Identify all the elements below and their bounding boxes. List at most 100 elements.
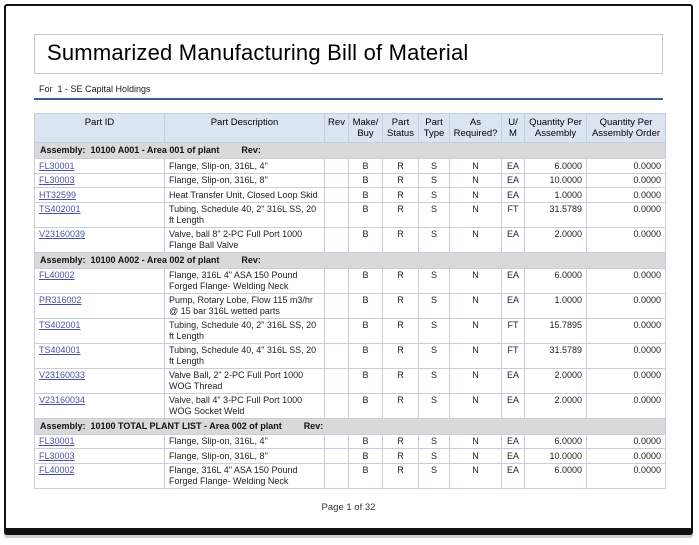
qty-per-assembly-order-cell: 0.0000 [586, 172, 666, 188]
uom-cell: EA [501, 172, 525, 188]
uom-cell: FT [501, 317, 525, 344]
part-row: FL30001 Flange, Slip-on, 316L, 4" B R S N EA 6.… [34, 433, 666, 449]
part-id-link[interactable]: TS402001 [39, 204, 81, 214]
part-type-cell: S [418, 158, 450, 174]
make-buy-cell: B [348, 342, 383, 369]
as-required-cell: N [449, 342, 502, 369]
report-page-frame: Summarized Manufacturing Bill of Materia… [4, 4, 693, 535]
part-row: TS402001 Tubing, Schedule 40, 2" 316L SS,… [34, 317, 666, 344]
table-body: Assembly: 10100 A001 - Area 001 of plant… [34, 142, 666, 489]
qty-per-assembly-order-cell: 0.0000 [586, 462, 666, 489]
rev-cell [324, 187, 349, 203]
part-id-cell: TS402001 [34, 201, 165, 228]
uom-cell: EA [501, 187, 525, 203]
qty-per-assembly-cell: 10.0000 [524, 448, 587, 464]
part-row: FL30003 Flange, Slip-on, 316L, 8" B R S N EA 10… [34, 448, 666, 464]
part-id-link[interactable]: FL30003 [39, 175, 75, 185]
uom-cell: EA [501, 267, 525, 294]
qty-per-assembly-order-cell: 0.0000 [586, 367, 666, 394]
description-cell: Tubing, Schedule 40, 4" 316L SS, 20 ft L… [164, 342, 325, 369]
part-type-cell: S [418, 367, 450, 394]
assembly-group-label: Assembly: 10100 A002 - Area 002 of plant [40, 254, 220, 265]
part-id-link[interactable]: V23160034 [39, 395, 86, 405]
description-cell: Valve, ball 4" 3-PC Full Port 1000 WOG S… [164, 392, 325, 419]
col-header-part-type: Part Type [418, 113, 450, 143]
part-row: HT32599 Heat Transfer Unit, Closed Loop S… [34, 187, 666, 203]
part-id-link[interactable]: V23160039 [39, 229, 86, 239]
part-id-link[interactable]: FL40002 [39, 270, 75, 280]
table-header: Part ID Part Description Rev Make/ Buy Part … [34, 113, 666, 143]
as-required-cell: N [449, 448, 502, 464]
part-id-link[interactable]: PR316002 [39, 295, 82, 305]
part-id-cell: TS402001 [34, 317, 165, 344]
qty-per-assembly-cell: 6.0000 [524, 433, 587, 449]
part-type-cell: S [418, 172, 450, 188]
qty-per-assembly-cell: 6.0000 [524, 267, 587, 294]
qty-per-assembly-cell: 2.0000 [524, 226, 587, 253]
part-id-cell: TS404001 [34, 342, 165, 369]
part-type-cell: S [418, 317, 450, 344]
description-cell: Valve Ball, 2" 2-PC Full Port 1000 WOG T… [164, 367, 325, 394]
assembly-group-row: Assembly: 10100 TOTAL PLANT LIST - Area … [34, 417, 666, 435]
part-id-link[interactable]: V23160033 [39, 370, 86, 380]
col-header-make-buy: Make/ Buy [348, 113, 383, 143]
col-header-qty-per-assembly-order: Quantity Per Assembly Order [586, 113, 666, 143]
qty-per-assembly-cell: 15.7895 [524, 317, 587, 344]
part-id-link[interactable]: TS402001 [39, 320, 81, 330]
uom-cell: EA [501, 292, 525, 319]
part-id-cell: FL30001 [34, 433, 165, 449]
part-id-link[interactable]: HT32599 [39, 189, 77, 200]
make-buy-cell: B [348, 267, 383, 294]
make-buy-cell: B [348, 292, 383, 319]
part-id-link[interactable]: TS404001 [39, 345, 81, 355]
rev-cell [324, 392, 349, 419]
make-buy-cell: B [348, 317, 383, 344]
qty-per-assembly-cell: 10.0000 [524, 172, 587, 188]
assembly-group-rev-label: Rev: [241, 254, 261, 265]
description-cell: Flange, Slip-on, 316L, 4" [164, 158, 325, 174]
part-type-cell: S [418, 392, 450, 419]
part-id-cell: V23160039 [34, 226, 165, 253]
qty-per-assembly-cell: 2.0000 [524, 367, 587, 394]
uom-cell: EA [501, 158, 525, 174]
col-header-part-status: Part Status [382, 113, 419, 143]
make-buy-cell: B [348, 226, 383, 253]
part-row: PR316002 Pump, Rotary Lobe, Flow 115 m3/h… [34, 292, 666, 319]
part-id-link[interactable]: FL30001 [39, 436, 75, 446]
make-buy-cell: B [348, 392, 383, 419]
qty-per-assembly-cell: 1.0000 [524, 187, 587, 203]
description-cell: Pump, Rotary Lobe, Flow 115 m3/hr @ 15 b… [164, 292, 325, 319]
as-required-cell: N [449, 392, 502, 419]
description-cell: Valve, ball 8" 2-PC Full Port 1000 Flang… [164, 226, 325, 253]
col-header-rev: Rev [324, 113, 349, 143]
rev-cell [324, 317, 349, 344]
make-buy-cell: B [348, 462, 383, 489]
part-id-cell: V23160033 [34, 367, 165, 394]
part-id-link[interactable]: FL30003 [39, 450, 75, 461]
part-status-cell: R [382, 187, 419, 203]
uom-cell: EA [501, 392, 525, 419]
make-buy-cell: B [348, 158, 383, 174]
qty-per-assembly-cell: 6.0000 [524, 158, 587, 174]
as-required-cell: N [449, 172, 502, 188]
report-table: Part ID Part Description Rev Make/ Buy Part … [34, 113, 666, 489]
qty-per-assembly-order-cell: 0.0000 [586, 448, 666, 464]
make-buy-cell: B [348, 201, 383, 228]
part-id-cell: FL30001 [34, 158, 165, 174]
description-cell: Flange, Slip-on, 316L, 8" [164, 448, 325, 464]
part-row: FL30003 Flange, Slip-on, 316L, 8" B R S N EA 10… [34, 172, 666, 188]
part-row: V23160033 Valve Ball, 2" 2-PC Full Port 1… [34, 367, 666, 394]
qty-per-assembly-cell: 31.5789 [524, 342, 587, 369]
part-status-cell: R [382, 226, 419, 253]
part-type-cell: S [418, 187, 450, 203]
rev-cell [324, 448, 349, 464]
as-required-cell: N [449, 292, 502, 319]
rev-cell [324, 172, 349, 188]
qty-per-assembly-order-cell: 0.0000 [586, 226, 666, 253]
make-buy-cell: B [348, 187, 383, 203]
part-status-cell: R [382, 317, 419, 344]
part-id-link[interactable]: FL40002 [39, 465, 75, 475]
part-type-cell: S [418, 342, 450, 369]
description-cell: Flange, 316L 4" ASA 150 Pound Forged Fla… [164, 267, 325, 294]
part-id-link[interactable]: FL30001 [39, 160, 75, 171]
